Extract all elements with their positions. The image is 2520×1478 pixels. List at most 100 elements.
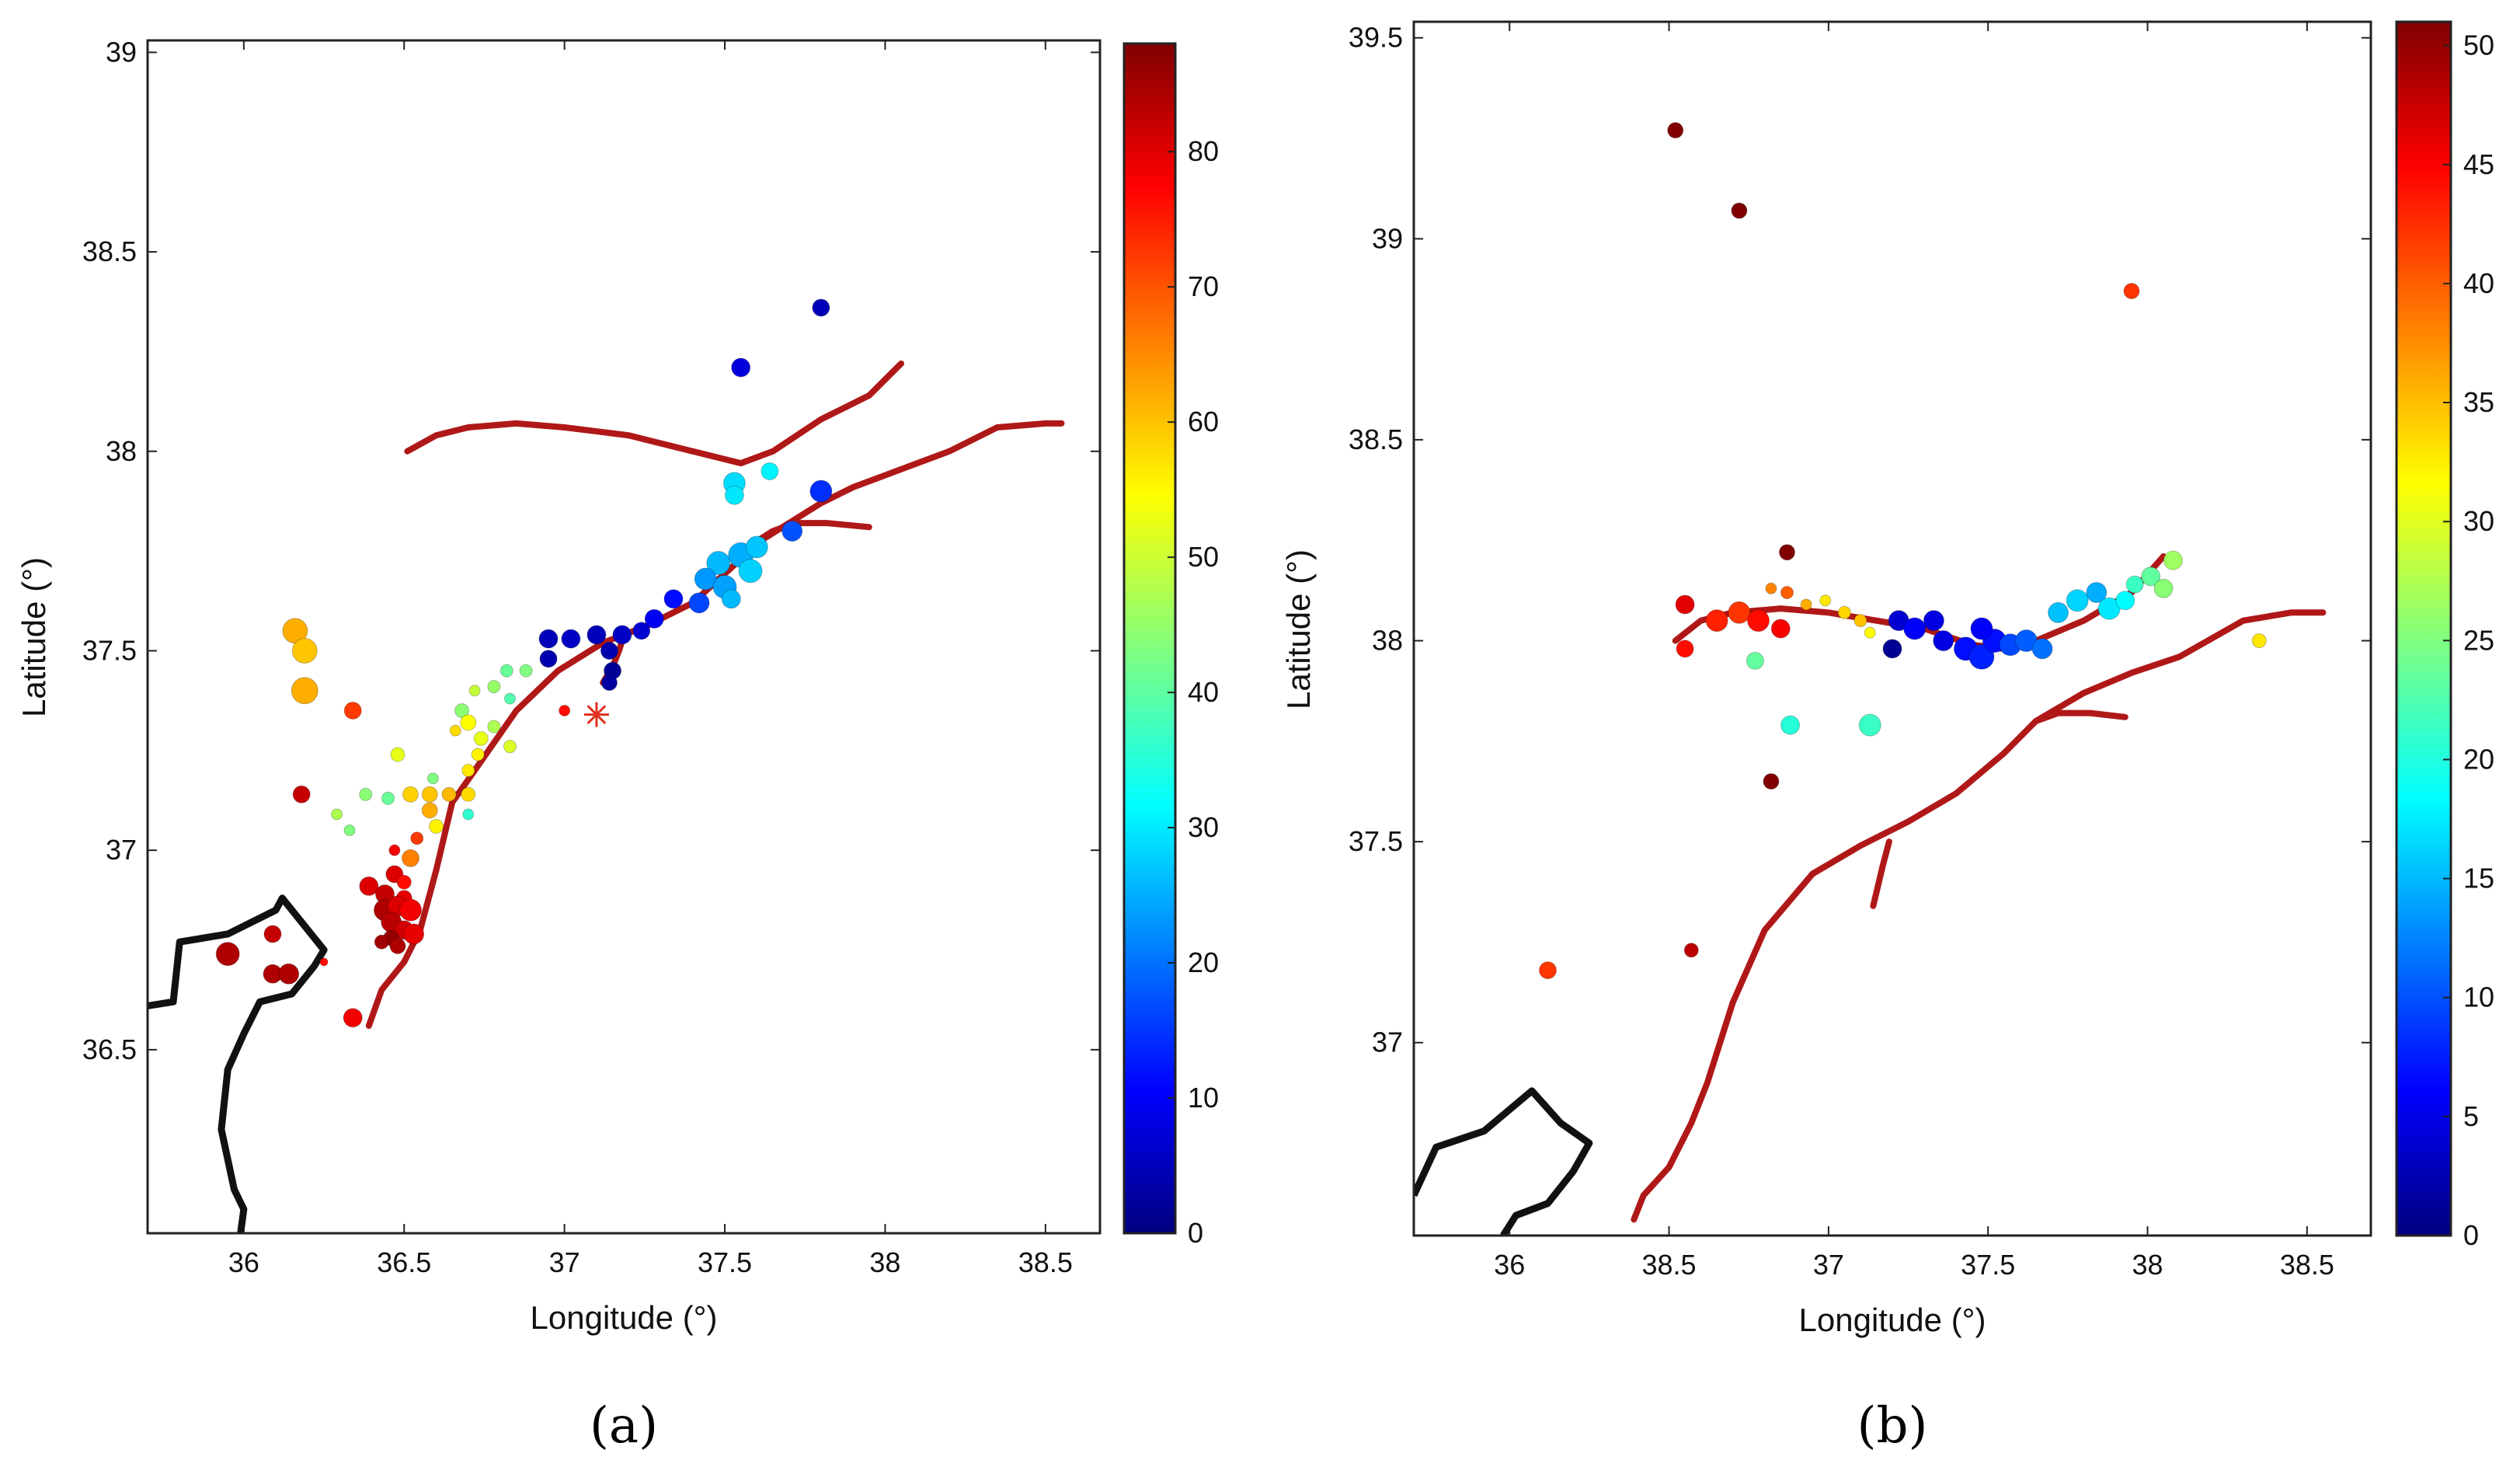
colorbar-tick-label: 5 <box>2463 1100 2479 1132</box>
data-point <box>2163 551 2182 570</box>
data-point <box>1923 611 1944 631</box>
panel-a: 36.5 37 37.5 38 38.5 39 36 36.5 37 37.5 38 38.5 0 1… <box>16 36 1219 1455</box>
colorbar-tick-label: 0 <box>2463 1219 2479 1251</box>
data-point <box>1859 714 1881 736</box>
ytick-label: 38 <box>1372 625 1403 657</box>
data-point <box>404 924 424 944</box>
data-point <box>613 626 632 644</box>
panel-b-ytick-group: 37 37.5 38 38.5 39 39.5 <box>1349 22 2371 1058</box>
coastline-line <box>1414 1091 1589 1236</box>
data-point <box>1746 652 1763 669</box>
colorbar-tick-label: 35 <box>2463 386 2494 418</box>
fault-line <box>754 523 869 543</box>
xtick-label: 37.5 <box>698 1246 752 1278</box>
data-point <box>279 964 299 984</box>
colorbar-tick-label: 20 <box>1188 946 1219 978</box>
data-point <box>725 486 743 504</box>
panel-b-coastline <box>1414 1091 1589 1236</box>
xtick-label: 36.5 <box>377 1246 431 1278</box>
colorbar-tick-label: 50 <box>1188 541 1219 573</box>
panel-a-colorbar <box>1124 44 1175 1233</box>
ytick-label: 37.5 <box>1349 825 1403 857</box>
data-point <box>1676 595 1694 614</box>
data-point <box>427 773 438 784</box>
data-point <box>293 786 310 803</box>
xtick-label: 38.5 <box>1018 1246 1073 1278</box>
data-point <box>1820 595 1831 606</box>
data-point <box>732 358 750 377</box>
data-point <box>1883 640 1902 658</box>
data-point <box>402 786 418 802</box>
data-point <box>411 832 423 845</box>
epicenter-marker <box>584 702 609 727</box>
data-point <box>360 788 372 800</box>
data-point <box>2126 576 2143 593</box>
data-point <box>1732 203 1747 218</box>
colorbar-tick-label: 70 <box>1188 270 1219 302</box>
colorbar-tick-label: 10 <box>2463 981 2494 1013</box>
data-point <box>320 958 328 966</box>
colorbar-tick-label: 0 <box>1188 1217 1203 1249</box>
data-point <box>633 622 650 640</box>
data-point <box>562 629 580 648</box>
colorbar-tick-label: 25 <box>2463 624 2494 656</box>
data-point <box>500 664 513 677</box>
panel-a-xtick-group: 36 36.5 37 37.5 38 38.5 <box>228 40 1073 1278</box>
panel-b-label: (b) <box>1857 1397 1928 1455</box>
data-point <box>2048 602 2069 622</box>
data-point <box>472 748 484 761</box>
data-point <box>739 559 762 583</box>
data-point <box>1676 640 1693 657</box>
colorbar-tick-label: 30 <box>2463 505 2494 537</box>
data-point <box>399 899 421 921</box>
data-point <box>2252 634 2266 648</box>
panel-a-xlabel: Longitude (°) <box>531 1299 718 1336</box>
data-point <box>1748 610 1770 632</box>
data-point <box>469 685 480 696</box>
panel-b: 37 37.5 38 38.5 39 39.5 36 38.5 37 37.5 38 38.5 0 5… <box>1280 22 2494 1455</box>
data-point <box>344 824 355 835</box>
fault-line <box>2036 713 2125 721</box>
data-point <box>422 803 437 818</box>
data-point <box>813 299 830 316</box>
data-point <box>810 480 832 502</box>
ytick-label: 38.5 <box>1349 424 1403 455</box>
data-point <box>722 590 740 608</box>
panel-b-points <box>1539 123 2266 979</box>
data-point <box>461 787 475 801</box>
data-point <box>601 675 617 691</box>
xtick-label: 38 <box>869 1246 900 1278</box>
xtick-label: 37.5 <box>1961 1249 2015 1281</box>
colorbar-tick-label: 40 <box>1188 676 1219 708</box>
data-point <box>1779 545 1794 560</box>
data-point <box>587 626 606 644</box>
data-point <box>689 593 709 613</box>
colorbar-tick-label: 30 <box>1188 811 1219 843</box>
data-point <box>1684 943 1698 957</box>
data-point <box>389 845 400 856</box>
data-point <box>2124 284 2139 299</box>
colorbar-tick-label: 80 <box>1188 135 1219 167</box>
figure-canvas: 36.53737.53838.539 36 36.5 37 37.5 38 38.5 0 1… <box>0 0 2520 1478</box>
panel-a-label: (a) <box>590 1397 658 1455</box>
xtick-label: 37 <box>549 1246 580 1278</box>
xtick-label: 36 <box>228 1246 259 1278</box>
data-point <box>539 629 558 648</box>
data-point <box>344 702 361 719</box>
data-point <box>1763 774 1779 790</box>
xtick-label: 37 <box>1813 1249 1844 1281</box>
data-point <box>292 638 317 663</box>
ytick-label: 36.5 <box>82 1034 137 1065</box>
data-point <box>504 693 515 704</box>
data-point <box>422 786 437 802</box>
data-point <box>2154 579 2173 598</box>
data-point <box>461 715 476 730</box>
colorbar-tick-label: 40 <box>2463 267 2494 299</box>
data-point <box>1539 962 1556 979</box>
panel-b-ylabel: Latitude (°) <box>1280 549 1317 709</box>
data-point <box>782 521 802 541</box>
panel-a-ytick-group: 36.53737.53838.539 <box>82 36 1100 1065</box>
data-point <box>488 720 500 733</box>
data-point <box>2066 590 2088 612</box>
panel-a-ylabel: Latitude (°) <box>16 557 52 717</box>
